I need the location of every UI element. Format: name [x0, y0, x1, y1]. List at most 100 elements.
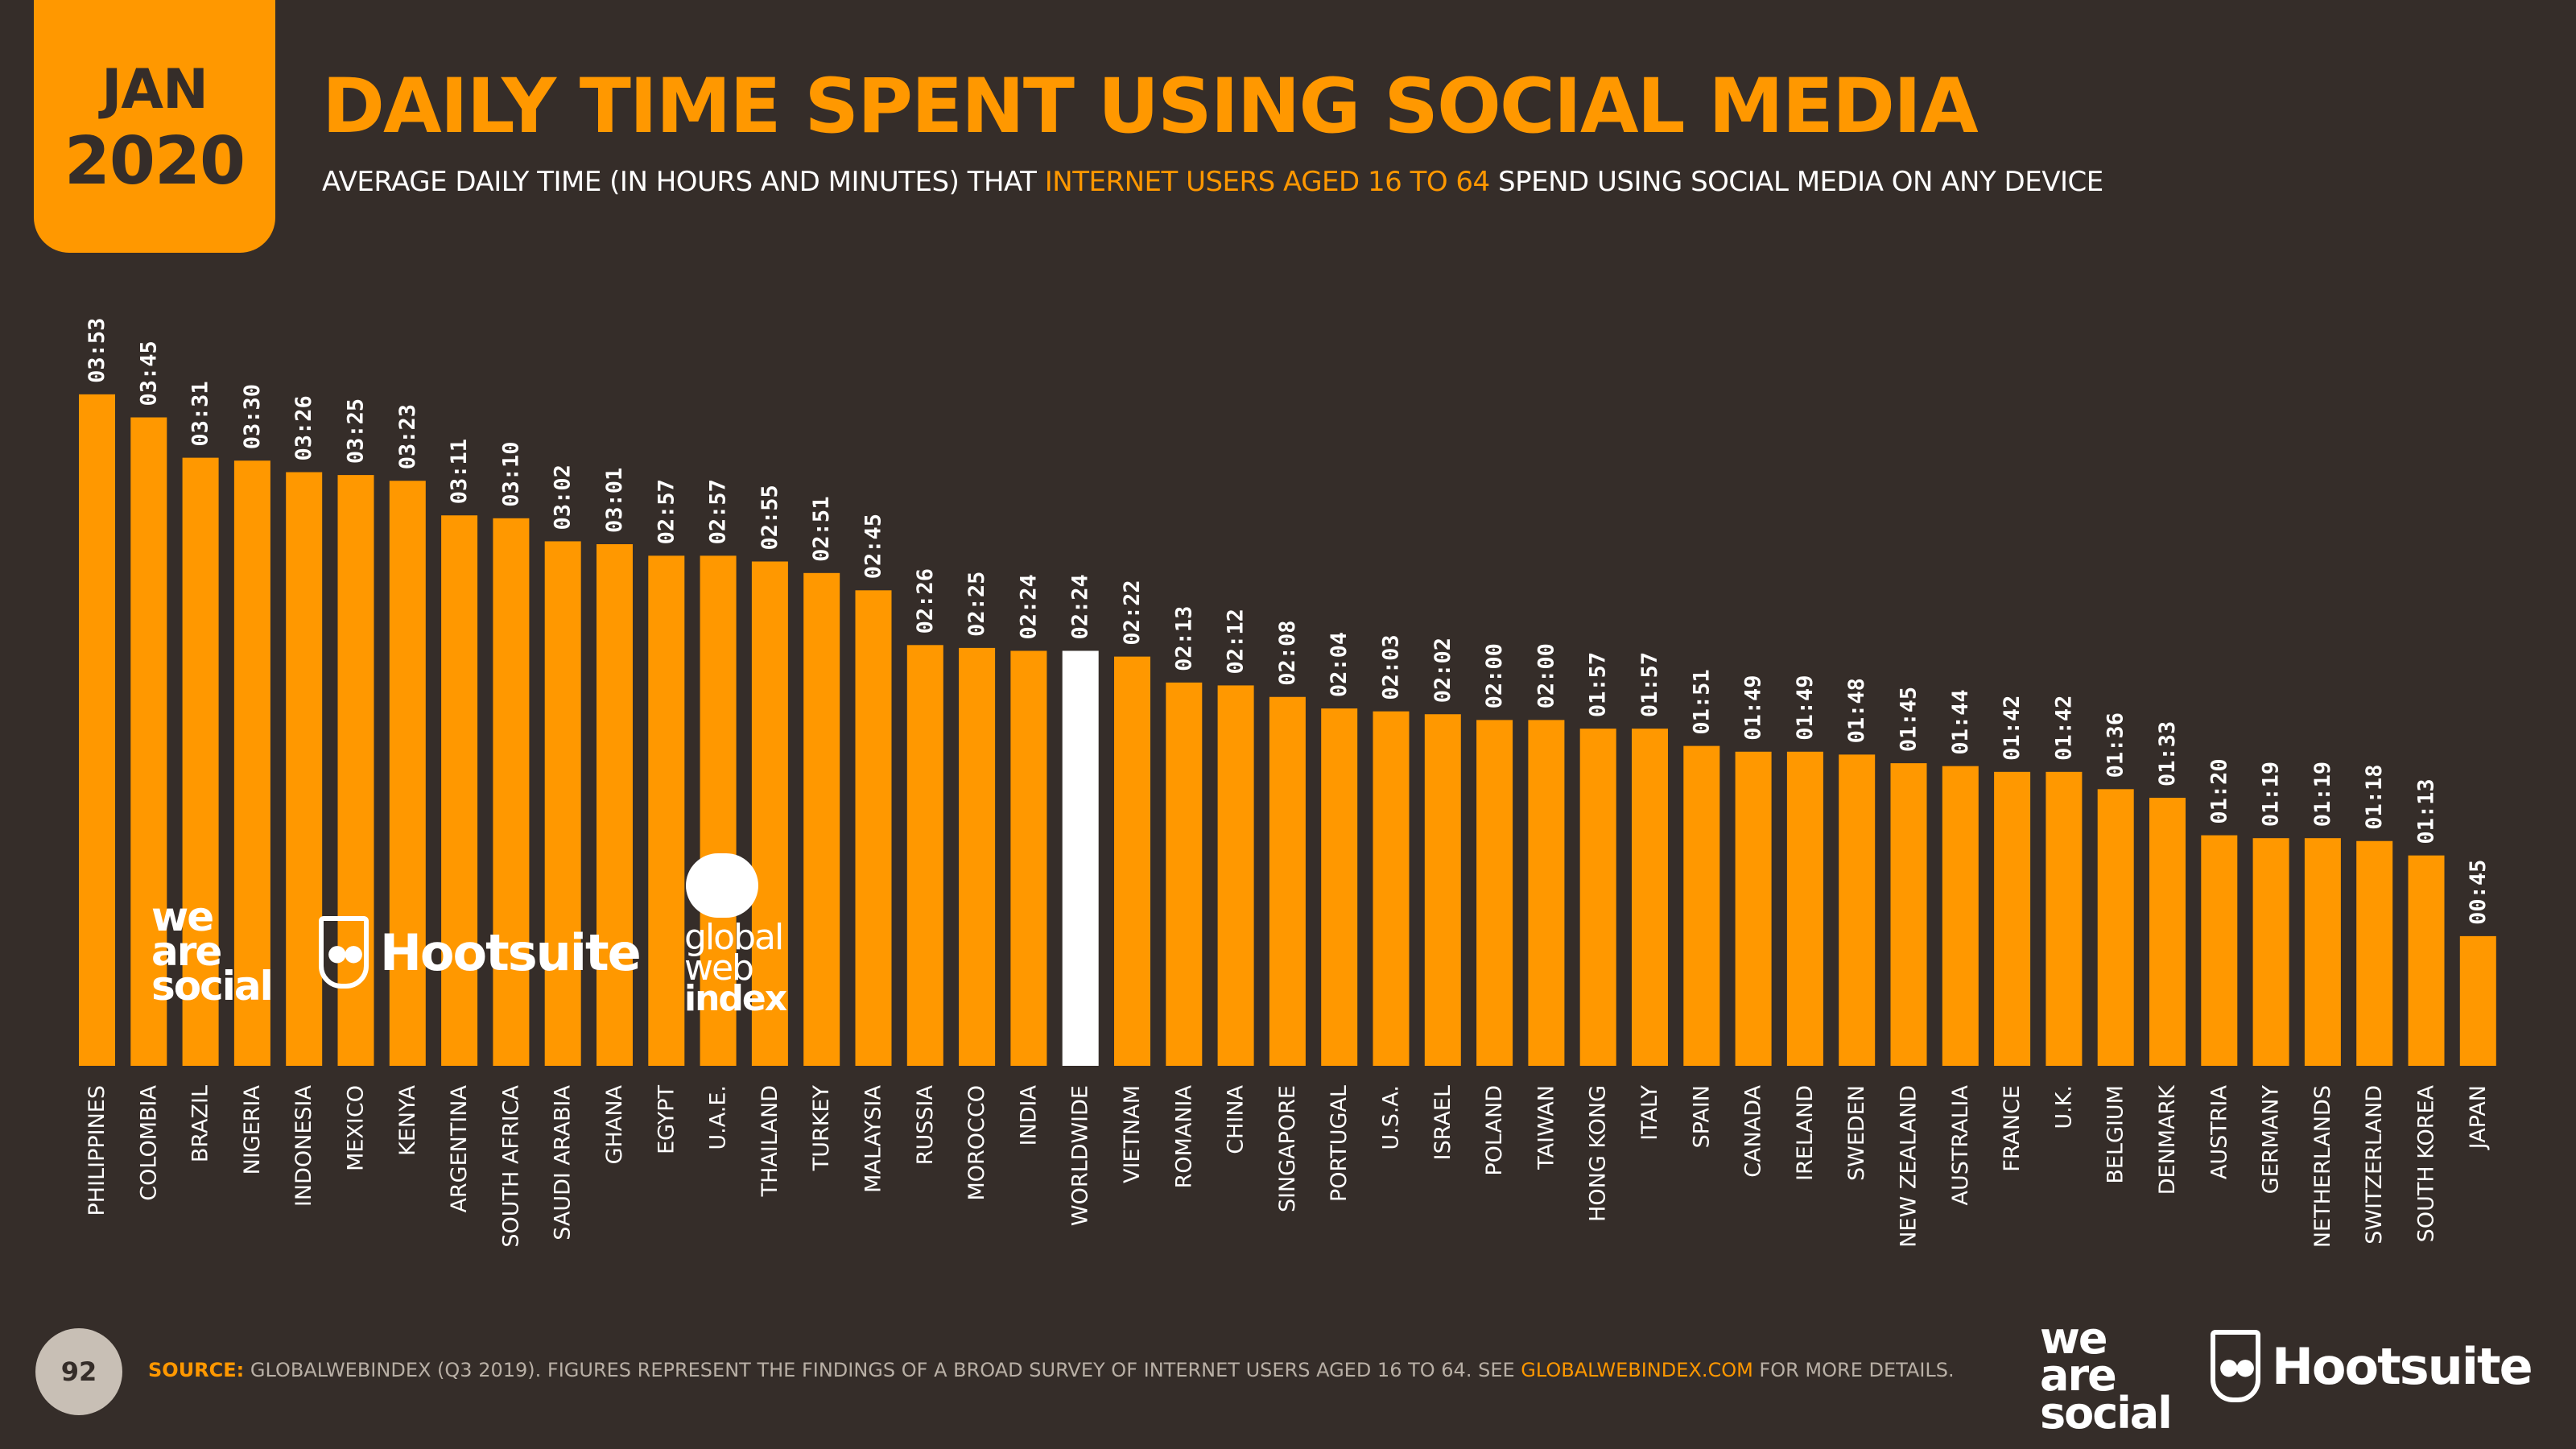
value-label: 02:26	[913, 568, 938, 634]
bar-france	[1994, 771, 2031, 1066]
bar-romania	[1166, 682, 1203, 1066]
value-label: 01:36	[2103, 712, 2128, 778]
bar-denmark	[2149, 798, 2186, 1066]
bar-south-africa	[493, 518, 530, 1066]
gwi-logo-line: web	[684, 947, 754, 989]
category-label: FRANCE	[2000, 1085, 2025, 1172]
page-number: 92	[35, 1328, 122, 1415]
category-label: ARGENTINA	[447, 1084, 472, 1212]
category-label: SWEDEN	[1844, 1085, 1869, 1181]
bar-sweden	[1839, 754, 1876, 1066]
category-label: BRAZIL	[188, 1085, 213, 1162]
category-label: EGYPT	[654, 1084, 679, 1154]
category-label: MEXICO	[344, 1085, 369, 1171]
category-label: RUSSIA	[913, 1084, 938, 1165]
value-label: 03:53	[85, 318, 109, 383]
value-label: 03:02	[551, 464, 576, 530]
value-label: 02:55	[758, 485, 782, 550]
category-label: COLOMBIA	[136, 1084, 161, 1200]
value-label: 01:45	[1897, 687, 1922, 752]
bar-vietnam	[1114, 656, 1150, 1066]
bar-singapore	[1269, 696, 1306, 1066]
value-label: 03:10	[498, 442, 523, 507]
bar-belgium	[2097, 789, 2134, 1066]
value-label: 03:30	[240, 384, 265, 449]
value-label: 02:13	[1171, 606, 1196, 671]
we-are-social-logo-line: social	[2040, 1387, 2173, 1439]
category-label: U.S.A.	[1379, 1085, 1404, 1150]
value-label: 03:23	[395, 404, 420, 469]
value-label: 02:00	[1534, 643, 1558, 708]
bar-portugal	[1321, 708, 1358, 1066]
bar-netherlands	[2304, 838, 2341, 1066]
value-label: 01:19	[2259, 762, 2284, 827]
category-label: CHINA	[1224, 1084, 1249, 1154]
category-label: SOUTH KOREA	[2414, 1084, 2439, 1242]
bar-austria	[2201, 835, 2238, 1066]
value-label: 01:49	[1741, 675, 1766, 740]
source-text: GLOBALWEBINDEX (Q3 2019). FIGURES REPRES…	[244, 1359, 1521, 1381]
category-label: SAUDI ARABIA	[551, 1084, 576, 1240]
bar-egypt	[648, 555, 685, 1066]
bar-malaysia	[855, 590, 892, 1066]
category-label: SWITZERLAND	[2362, 1085, 2387, 1245]
gwi-logo-line: global	[684, 917, 784, 958]
category-label: NETHERLANDS	[2310, 1085, 2335, 1248]
category-label: SOUTH AFRICA	[498, 1084, 523, 1247]
category-label: THAILAND	[758, 1085, 782, 1197]
bar-worldwide	[1062, 650, 1099, 1066]
hootsuite-logo: ●● Hootsuite	[319, 916, 642, 989]
category-label: POLAND	[1482, 1085, 1507, 1176]
we-are-social-logo-line: social	[151, 963, 274, 1009]
cloud-icon	[686, 853, 758, 918]
date-year: 2020	[64, 123, 246, 200]
value-label: 02:57	[654, 479, 679, 544]
value-label: 03:25	[344, 398, 369, 464]
category-label: GHANA	[602, 1084, 627, 1164]
value-label: 02:24	[1016, 574, 1041, 639]
category-label: AUSTRIA	[2207, 1084, 2231, 1179]
bar-poland	[1476, 720, 1513, 1066]
category-label: MOROCCO	[964, 1085, 989, 1201]
category-label: NEW ZEALAND	[1897, 1085, 1922, 1248]
value-label: 02:04	[1327, 632, 1352, 697]
category-label: INDIA	[1016, 1084, 1041, 1146]
bar-hong-kong	[1579, 729, 1616, 1066]
bar-argentina	[441, 515, 478, 1066]
value-label: 02:08	[1275, 620, 1300, 685]
value-label: 01:33	[2155, 721, 2180, 786]
bar-u-s-a-	[1373, 711, 1410, 1066]
value-label: 01:42	[2051, 696, 2076, 761]
source-link[interactable]: GLOBALWEBINDEX.COM	[1521, 1359, 1753, 1381]
category-label: U.A.E.	[706, 1085, 731, 1150]
value-label: 01:49	[1793, 675, 1818, 740]
value-label: 02:02	[1430, 638, 1455, 703]
value-label: 01:19	[2310, 762, 2335, 827]
value-label: 01:57	[1637, 652, 1662, 717]
bar-china	[1217, 685, 1254, 1066]
we-are-social-logo-line: are	[2040, 1350, 2117, 1402]
subtitle-text-start: AVERAGE DAILY TIME (IN HOURS AND MINUTES…	[322, 166, 1045, 198]
category-label: BELGIUM	[2103, 1085, 2128, 1184]
date-month: JAN	[101, 58, 208, 122]
source-note: SOURCE: GLOBALWEBINDEX (Q3 2019). FIGURE…	[148, 1359, 1955, 1381]
category-label: HONG KONG	[1586, 1085, 1611, 1222]
value-label: 01:51	[1689, 669, 1714, 734]
subtitle-text-end: SPEND USING SOCIAL MEDIA ON ANY DEVICE	[1489, 166, 2103, 198]
source-label: SOURCE:	[148, 1359, 245, 1381]
value-label: 01:48	[1844, 678, 1869, 743]
bar-australia	[1942, 766, 1979, 1066]
page-subtitle: AVERAGE DAILY TIME (IN HOURS AND MINUTES…	[322, 166, 2103, 198]
date-badge: JAN 2020	[34, 0, 275, 253]
value-label: 03:11	[447, 439, 472, 504]
gwi-logo-line: index	[684, 977, 787, 1019]
value-label: 03:26	[291, 395, 316, 460]
category-label: U.K.	[2051, 1085, 2076, 1129]
we-are-social-logo-line: we	[151, 894, 214, 940]
category-label: VIETNAM	[1120, 1085, 1145, 1183]
category-label: AUSTRALIA	[1948, 1084, 1973, 1205]
hootsuite-wordmark: Hootsuite	[380, 923, 642, 982]
value-label: 02:57	[706, 479, 731, 544]
category-label: NIGERIA	[240, 1084, 265, 1174]
bar-taiwan	[1528, 720, 1565, 1066]
